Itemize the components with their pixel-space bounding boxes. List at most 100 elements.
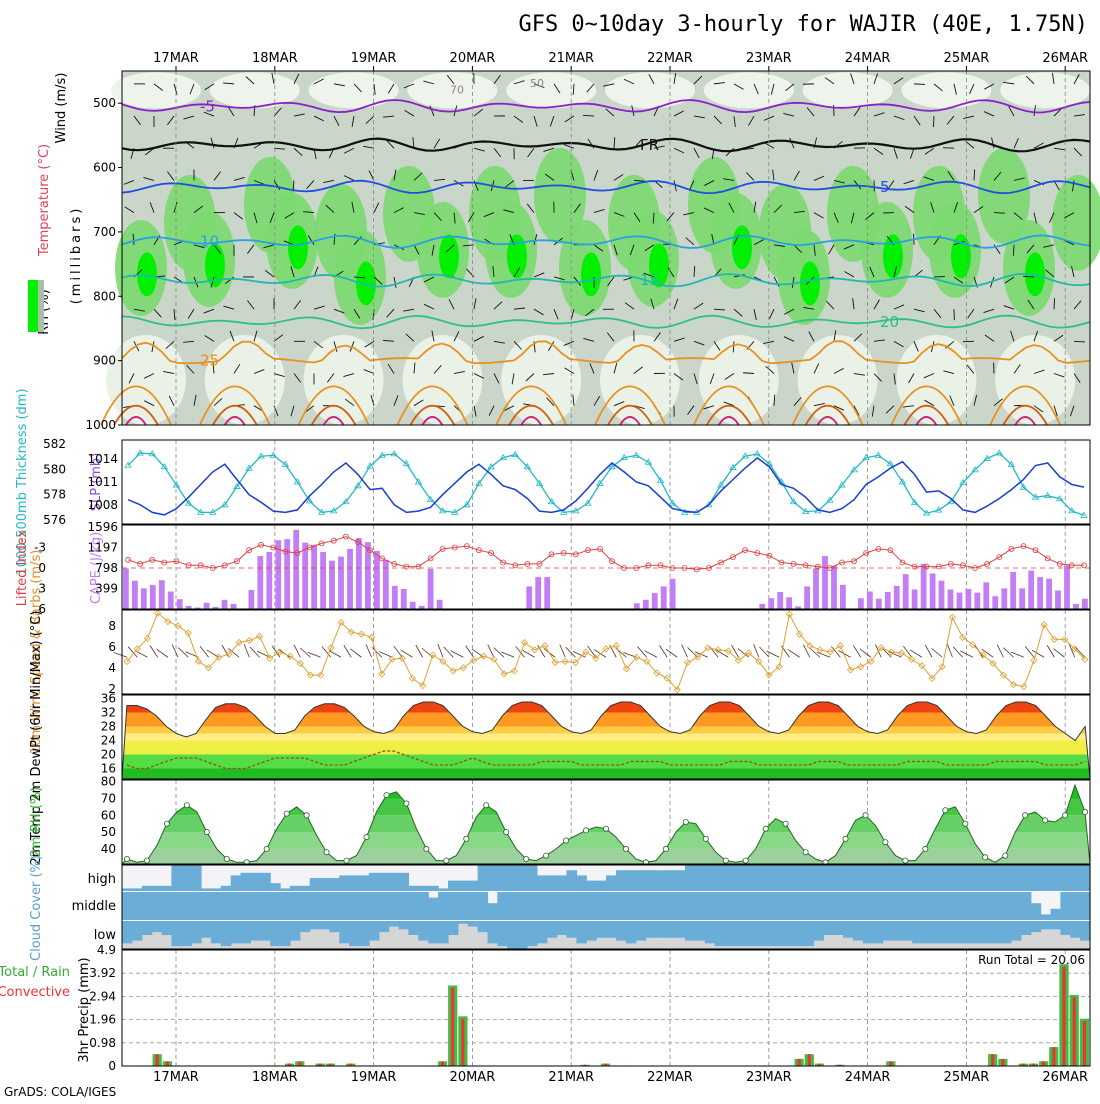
cloud-bar — [655, 870, 666, 891]
day-label-bottom: 19MAR — [351, 1070, 397, 1085]
cloud-bar — [863, 921, 874, 943]
cloud-bar — [181, 921, 192, 946]
cloud-bar — [369, 941, 380, 949]
cloud-bar — [567, 870, 578, 891]
rh2m-point — [1043, 818, 1048, 823]
ytick-rh2m: 70 — [101, 791, 116, 805]
cloud-bar — [764, 865, 775, 891]
precip-conv-bar — [166, 1061, 169, 1066]
rh2m-point — [224, 856, 229, 861]
cloud-bar — [774, 865, 785, 891]
cloud-bar — [596, 938, 607, 949]
wind10m-barb — [128, 647, 137, 658]
cape-bar — [768, 598, 774, 609]
cloud-bar — [695, 941, 706, 949]
wind10m-barb — [244, 644, 249, 657]
cloud-bar — [833, 865, 844, 891]
cloud-bar — [813, 921, 824, 941]
wind10m-barb — [738, 648, 749, 657]
cloud-bar — [181, 892, 192, 920]
cloud-bar — [211, 921, 222, 943]
cloud-bar — [497, 892, 508, 920]
ytick-precip: 1.96 — [89, 1013, 116, 1027]
cape-bar — [347, 549, 353, 609]
cloud-bar — [517, 865, 528, 891]
cloud-bar — [339, 875, 350, 891]
cloud-bar — [576, 943, 587, 949]
rh-peak — [800, 261, 820, 305]
rh2m-point — [284, 811, 289, 816]
cloud-bar — [853, 941, 864, 949]
cloud-bar — [418, 921, 429, 941]
cloud-bar — [922, 921, 933, 943]
cloud-bar — [922, 865, 933, 891]
cloud-bar — [270, 921, 281, 946]
cloud-bar — [962, 943, 973, 949]
wind10m-barb — [416, 645, 423, 657]
wind10m-barb — [903, 646, 911, 657]
cape-bar — [948, 590, 954, 610]
cape-bar — [141, 588, 147, 609]
cloud-bar — [685, 921, 696, 941]
ytick-thickness: 578 — [43, 488, 66, 502]
cloud-bar — [1051, 865, 1062, 891]
cloud-bar — [152, 932, 163, 949]
day-label-top: 22MAR — [647, 51, 693, 66]
cloud-bar — [705, 921, 716, 943]
cloud-bar — [646, 870, 657, 891]
rh-dry-area — [309, 72, 399, 108]
cape-bar — [759, 604, 765, 609]
cloud-bar — [488, 903, 499, 920]
cloud-bar — [813, 865, 824, 891]
cloud-bar — [754, 892, 765, 920]
cloud-bar — [744, 921, 755, 946]
chart-layer: -5FR510152025507050060070080090010005765… — [28, 51, 1100, 1085]
cloud-bar — [408, 935, 419, 949]
cloud-bar — [833, 935, 844, 949]
cloud-bar — [142, 921, 153, 935]
cloud-bar — [991, 921, 1002, 943]
wind-barb — [994, 213, 1005, 214]
rh2m-point — [883, 840, 888, 845]
cloud-bar — [883, 865, 894, 891]
cloud-bar — [942, 892, 953, 920]
cloud-bar — [428, 921, 439, 943]
cloud-bar — [211, 892, 222, 920]
cloud-bar — [270, 892, 281, 920]
ytick-rh2m: 40 — [101, 842, 116, 856]
precip-conv-bar — [1052, 1047, 1055, 1066]
cloud-bar — [468, 892, 479, 920]
cloud-bar — [576, 921, 587, 943]
cloud-bar — [1001, 943, 1012, 949]
wind10m-barb — [1047, 645, 1054, 657]
cape-bar — [930, 574, 936, 610]
cloud-bar — [320, 921, 331, 929]
wind10m-barb — [759, 647, 769, 657]
cloud-bar — [764, 921, 775, 946]
cape-bar — [266, 552, 272, 609]
cloud-bar — [616, 941, 627, 949]
cloud-bar — [547, 921, 558, 938]
precip-conv-bar — [798, 1059, 801, 1066]
cloud-bar — [527, 921, 538, 946]
cloud-bar — [241, 943, 252, 949]
ytick-pressure: 1000 — [85, 418, 116, 432]
cloud-bar — [438, 892, 449, 920]
cape-bar — [168, 592, 174, 610]
credit-label: GrADS: COLA/IGES — [4, 1085, 116, 1099]
wind10m-barb — [997, 645, 1003, 658]
cloud-bar — [685, 865, 696, 891]
cloud-bar — [428, 886, 439, 891]
rh-contour-label: 70 — [450, 84, 464, 97]
cloud-bar — [260, 921, 271, 941]
cloud-bar — [675, 921, 686, 938]
cape-bar — [159, 580, 165, 609]
cloud-bar — [636, 921, 647, 941]
day-label-bottom: 25MAR — [944, 1070, 990, 1085]
cloud-bar — [646, 921, 657, 938]
cloud-bar — [329, 921, 340, 932]
ytick-precip: 3.92 — [89, 966, 116, 980]
rh2m-point — [963, 821, 968, 826]
cloud-bar — [823, 935, 834, 949]
